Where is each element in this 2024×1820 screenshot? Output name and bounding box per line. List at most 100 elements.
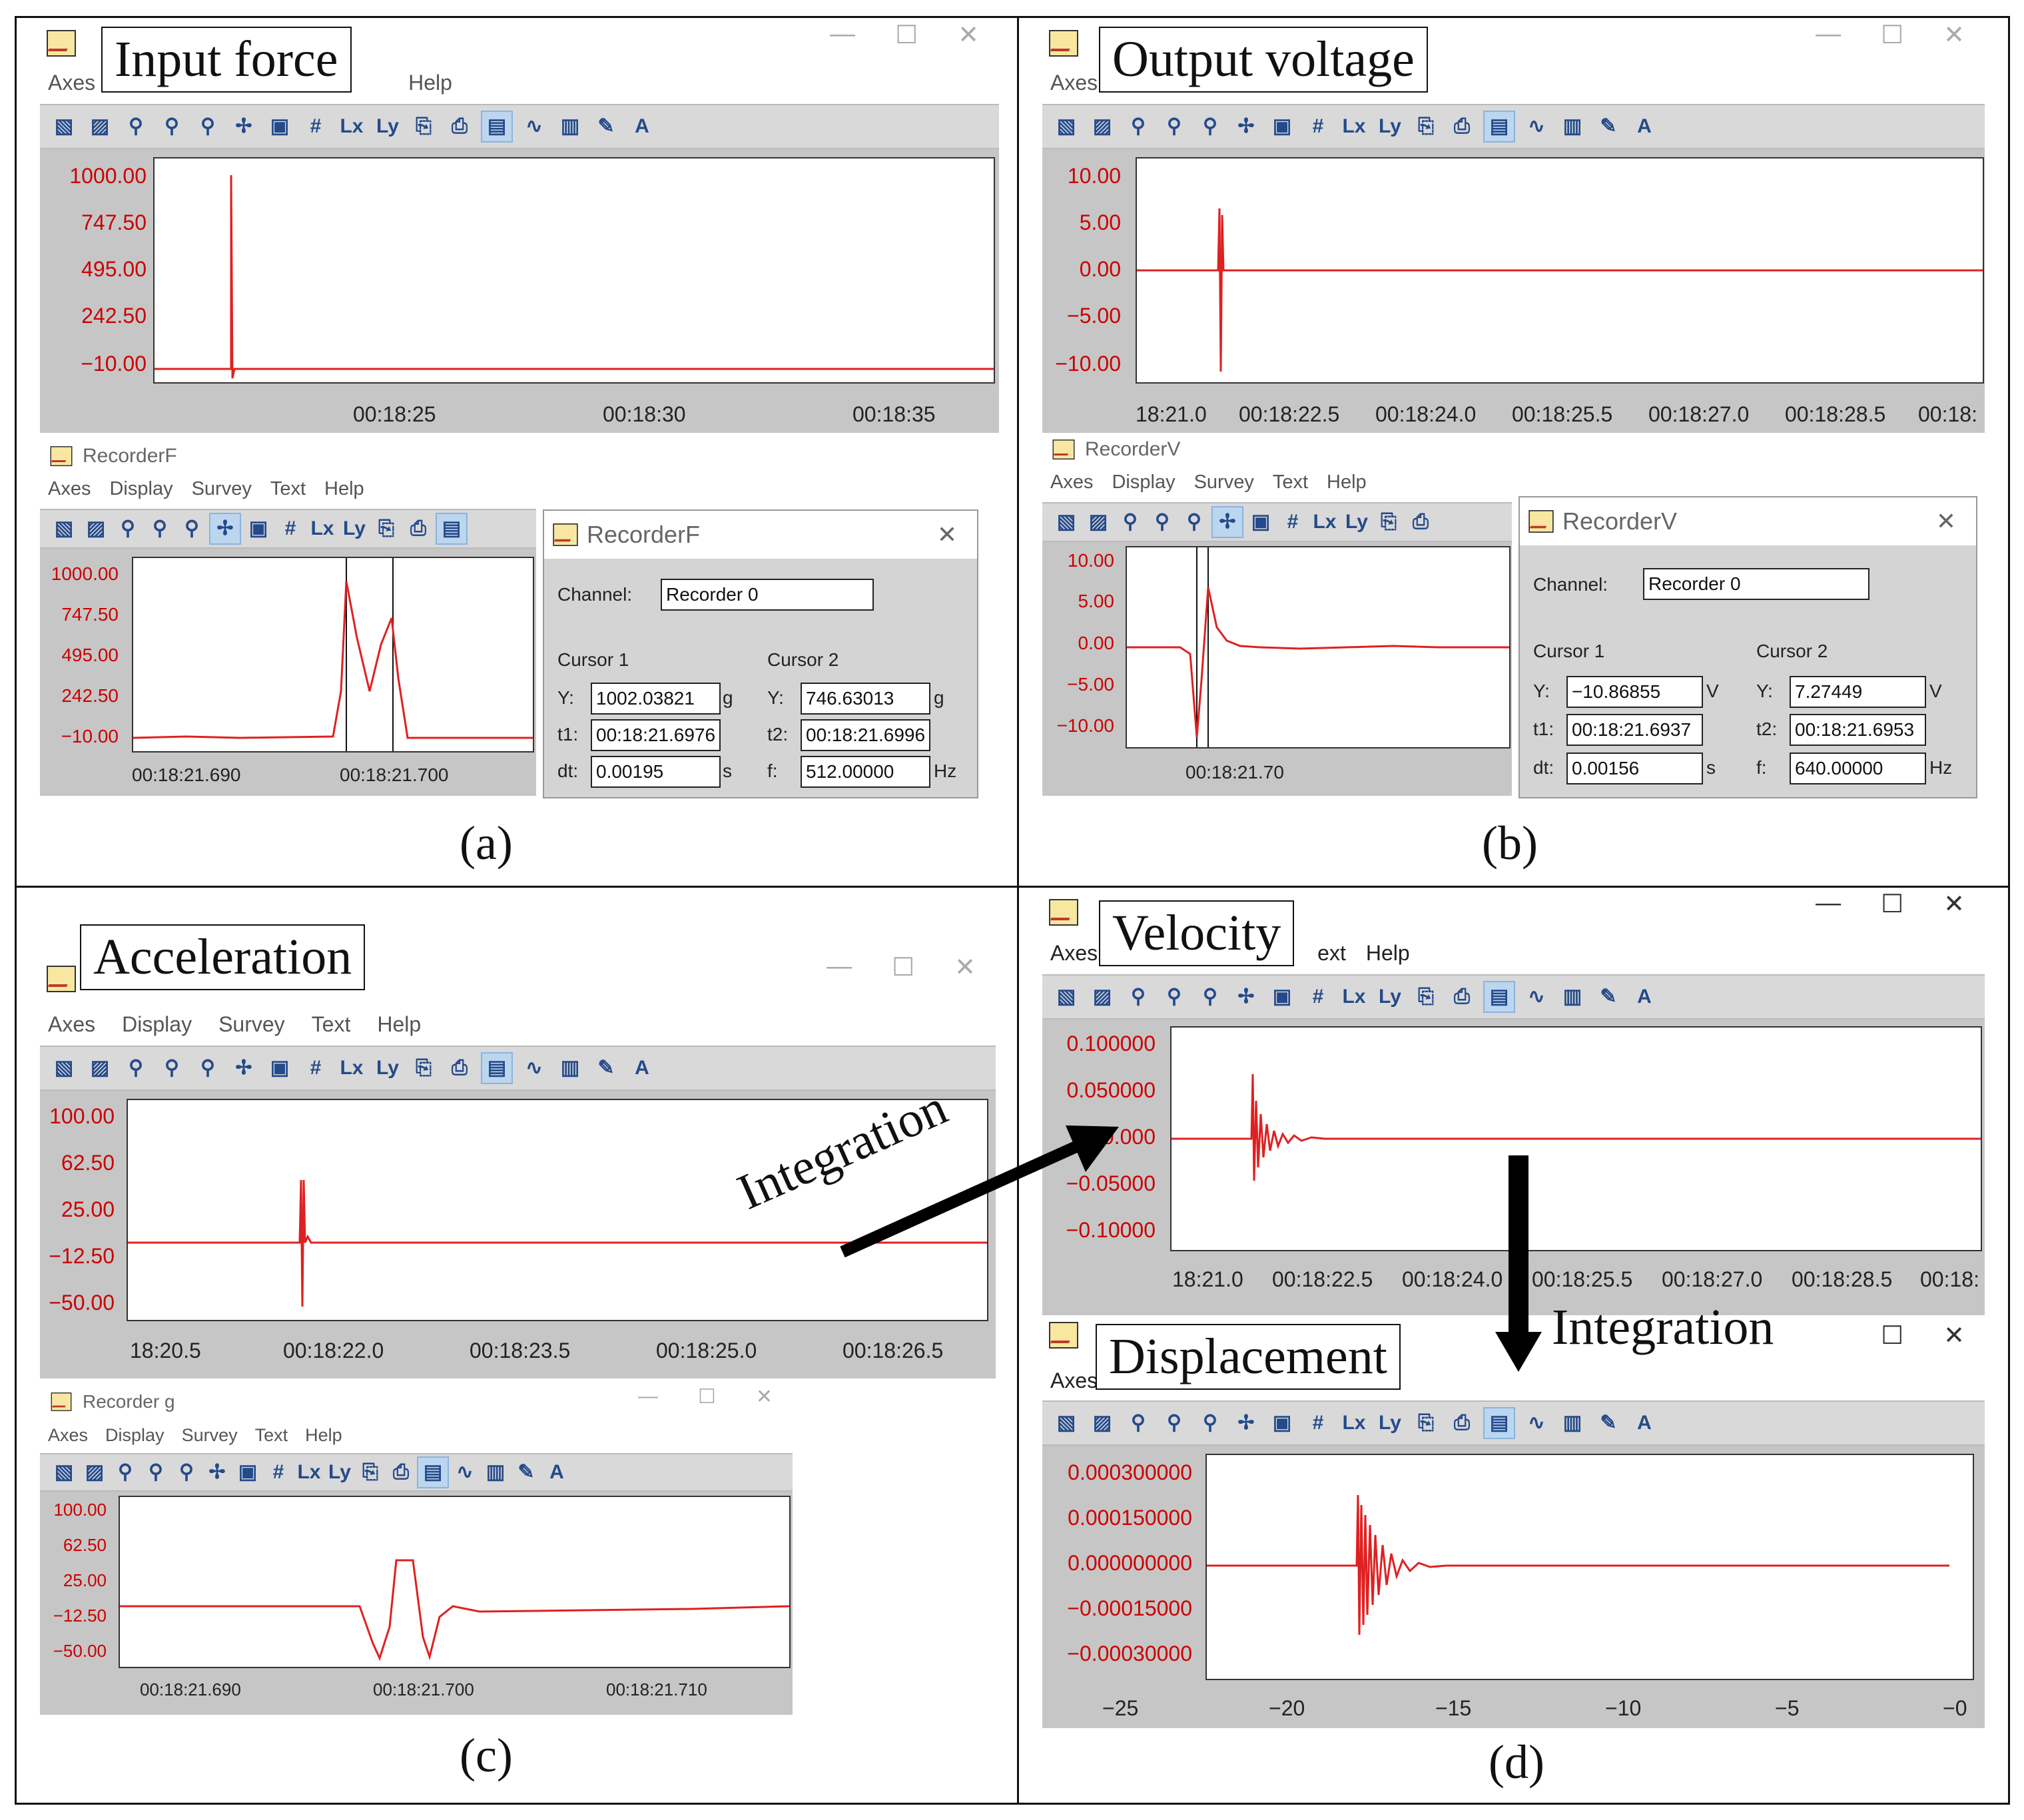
minimize-icon[interactable]: —	[827, 952, 852, 980]
log-x-icon[interactable]: Lx	[310, 517, 334, 539]
maximize-icon[interactable]: ☐	[895, 21, 918, 49]
display-icon[interactable]: ▤	[1483, 111, 1515, 143]
close-icon[interactable]: ✕	[1943, 21, 1965, 49]
zoom-in-icon[interactable]: ⚲	[121, 517, 135, 539]
toolbar-icon[interactable]: ▨	[1088, 511, 1108, 533]
plot-canvas[interactable]	[119, 1496, 791, 1668]
grid-icon[interactable]: #	[1312, 1412, 1324, 1434]
maximize-icon[interactable]: ☐	[1881, 21, 1904, 49]
log-y-icon[interactable]: Ly	[1379, 1412, 1401, 1434]
menu-display[interactable]: Display	[109, 478, 173, 499]
zoom-out-icon[interactable]: ⚲	[1203, 986, 1217, 1008]
plot-canvas[interactable]	[1205, 1454, 1974, 1680]
close-icon[interactable]: ✕	[755, 1386, 773, 1408]
maximize-icon[interactable]: ☐	[1881, 1322, 1904, 1350]
copy-icon[interactable]: ⎘	[1418, 115, 1434, 137]
save-icon[interactable]: ▣	[270, 115, 290, 137]
copy-icon[interactable]: ⎘	[1418, 1412, 1434, 1434]
print-icon[interactable]: ⎙	[1454, 115, 1470, 137]
zoom-icon[interactable]: ⚲	[1167, 1412, 1181, 1434]
bars-icon[interactable]: ▥	[1562, 986, 1582, 1008]
print-icon[interactable]: ⎙	[1454, 1412, 1470, 1434]
toolbar-icon[interactable]: ▨	[90, 115, 110, 137]
channel-field[interactable]: Recorder 0	[1643, 568, 1869, 600]
log-x-icon[interactable]: Lx	[1342, 115, 1366, 137]
wave-icon[interactable]: ∿	[456, 1461, 474, 1483]
zoom-in-icon[interactable]: ⚲	[129, 1057, 143, 1079]
cursor-icon[interactable]: ✢	[1237, 115, 1255, 137]
zoom-out-icon[interactable]: ⚲	[200, 115, 215, 137]
cursor2-t-field[interactable]: 00:18:21.6996	[801, 719, 930, 751]
f-field[interactable]: 512.00000	[801, 756, 930, 788]
zoom-icon[interactable]: ⚲	[1167, 986, 1181, 1008]
text-icon[interactable]: A	[635, 1057, 649, 1079]
toolbar-icon[interactable]: ▧	[1056, 986, 1076, 1008]
menu-axes[interactable]: Axes	[1050, 1368, 1098, 1392]
cursor-icon[interactable]: ✢	[209, 513, 241, 545]
wave-icon[interactable]: ∿	[1528, 115, 1545, 137]
zoom-out-icon[interactable]: ⚲	[179, 1461, 194, 1483]
copy-icon[interactable]: ⎘	[1381, 511, 1397, 533]
zoom-in-icon[interactable]: ⚲	[1131, 1412, 1146, 1434]
bars-icon[interactable]: ▥	[560, 1057, 580, 1079]
save-icon[interactable]: ▣	[1272, 986, 1292, 1008]
plot-canvas[interactable]	[1136, 157, 1984, 384]
copy-icon[interactable]: ⎘	[1418, 986, 1434, 1008]
menu-text[interactable]: ext	[1317, 941, 1346, 965]
zoom-out-icon[interactable]: ⚲	[1203, 115, 1217, 137]
log-x-icon[interactable]: Lx	[1342, 1412, 1366, 1434]
brush-icon[interactable]: ✎	[597, 1057, 615, 1079]
f-field[interactable]: 640.00000	[1790, 753, 1926, 784]
maximize-icon[interactable]: ☐	[1881, 890, 1904, 918]
toolbar-icon[interactable]: ▨	[1092, 115, 1112, 137]
grid-icon[interactable]: #	[284, 517, 296, 539]
text-icon[interactable]: A	[1637, 986, 1652, 1008]
copy-icon[interactable]: ⎘	[416, 1057, 432, 1079]
toolbar-icon[interactable]: ▨	[1092, 1412, 1112, 1434]
grid-icon[interactable]: #	[310, 1057, 322, 1079]
toolbar-icon[interactable]: ▨	[86, 517, 106, 539]
zoom-in-icon[interactable]: ⚲	[1131, 986, 1146, 1008]
cursor1-y-field[interactable]: −10.86855	[1566, 676, 1703, 708]
brush-icon[interactable]: ✎	[517, 1461, 535, 1483]
copy-icon[interactable]: ⎘	[416, 115, 432, 137]
menu-help[interactable]: Help	[1365, 941, 1410, 965]
menu-help[interactable]: Help	[324, 478, 364, 499]
zoom-out-icon[interactable]: ⚲	[1203, 1412, 1217, 1434]
bars-icon[interactable]: ▥	[1562, 115, 1582, 137]
text-icon[interactable]: A	[549, 1461, 564, 1483]
menu-axes[interactable]: Axes	[1050, 941, 1098, 965]
toolbar-icon[interactable]: ▧	[1056, 511, 1076, 533]
cursor1-t-field[interactable]: 00:18:21.6976	[591, 719, 721, 751]
cursor2-t-field[interactable]: 00:18:21.6953	[1790, 714, 1926, 746]
log-y-icon[interactable]: Ly	[376, 115, 399, 137]
log-x-icon[interactable]: Lx	[1342, 986, 1366, 1008]
plot-canvas[interactable]	[1170, 1026, 1982, 1251]
text-icon[interactable]: A	[1637, 1412, 1652, 1434]
cursor-icon[interactable]: ✢	[235, 115, 252, 137]
zoom-out-icon[interactable]: ⚲	[184, 517, 199, 539]
save-icon[interactable]: ▣	[248, 517, 268, 539]
cursor-icon[interactable]: ✢	[208, 1461, 226, 1483]
minimize-icon[interactable]: —	[830, 20, 856, 48]
wave-icon[interactable]: ∿	[525, 115, 543, 137]
cursor2-y-field[interactable]: 746.63013	[801, 683, 930, 715]
display-icon[interactable]: ▤	[417, 1456, 449, 1488]
bars-icon[interactable]: ▥	[1562, 1412, 1582, 1434]
menu-axes[interactable]: Axes	[48, 71, 96, 95]
log-y-icon[interactable]: Ly	[328, 1461, 351, 1483]
log-y-icon[interactable]: Ly	[1379, 986, 1401, 1008]
zoom-icon[interactable]: ⚲	[149, 1461, 163, 1483]
print-icon[interactable]: ⎙	[452, 1057, 468, 1079]
zoom-in-icon[interactable]: ⚲	[1123, 511, 1138, 533]
save-icon[interactable]: ▣	[238, 1461, 258, 1483]
print-icon[interactable]: ⎙	[410, 517, 426, 539]
menu-display[interactable]: Display	[1112, 471, 1176, 493]
log-x-icon[interactable]: Lx	[340, 115, 364, 137]
text-icon[interactable]: A	[1637, 115, 1652, 137]
toolbar-icon[interactable]: ▨	[90, 1057, 110, 1079]
log-x-icon[interactable]: Lx	[1313, 511, 1337, 533]
print-icon[interactable]: ⎙	[1454, 986, 1470, 1008]
brush-icon[interactable]: ✎	[1600, 1412, 1617, 1434]
toolbar-icon[interactable]: ▧	[54, 115, 74, 137]
